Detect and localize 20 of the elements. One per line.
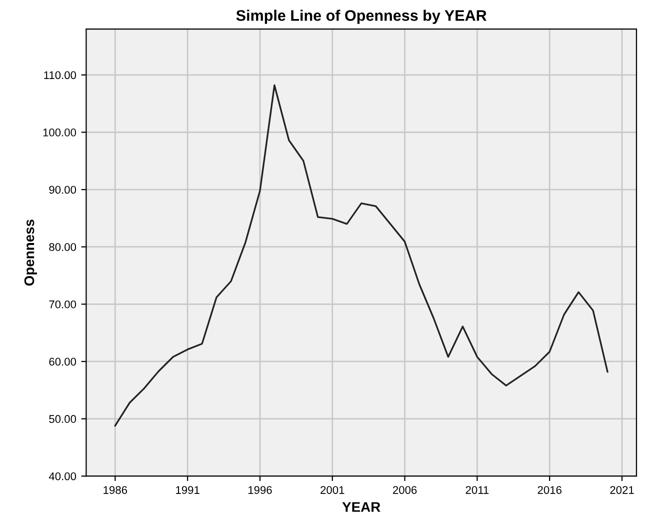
x-tick-label: 1991 <box>176 486 200 494</box>
y-tick-label: 90.00 <box>49 186 76 194</box>
x-tick-label: 2021 <box>610 486 634 494</box>
x-tick-label: 1986 <box>104 486 128 494</box>
line-series <box>114 84 608 427</box>
y-tick-label: 40.00 <box>48 472 76 480</box>
y-tick-label: 70.00 <box>49 300 76 308</box>
x-tick-label: 2001 <box>320 486 344 494</box>
x-tick-label: 2006 <box>392 486 417 494</box>
x-tick-label: 1996 <box>248 486 272 494</box>
x-tick-label: 2016 <box>538 486 562 494</box>
x-axis-title: YEAR <box>342 502 380 512</box>
y-tick-label: 80.00 <box>49 243 76 251</box>
y-tick-label: 110.00 <box>44 71 76 80</box>
y-tick-label: 100.00 <box>43 128 76 136</box>
y-tick-label: 60.00 <box>49 358 76 366</box>
chart-title: Simple Line of Openness by YEAR <box>236 10 487 24</box>
x-tick-label: 2011 <box>466 486 489 494</box>
y-axis-title: Openness <box>24 220 37 286</box>
y-tick-label: 50.00 <box>49 415 76 423</box>
